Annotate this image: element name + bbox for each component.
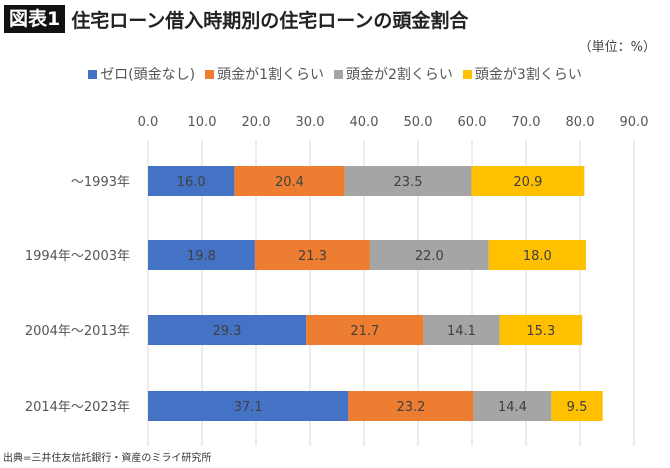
source-note: 出典=三井住友信託銀行・資産のミライ研究所 (3, 453, 212, 464)
legend: ゼロ(頭金なし) 頭金が1割くらい 頭金が2割くらい 頭金が3割くらい (0, 64, 670, 84)
bar-segment (254, 240, 370, 270)
x-tick-label: 90.0 (620, 115, 649, 130)
data-label: 20.9 (513, 175, 542, 190)
data-label: 23.2 (397, 400, 426, 415)
legend-swatch (334, 69, 343, 79)
data-label: 37.1 (234, 400, 263, 415)
x-tick-label: 70.0 (512, 115, 541, 130)
bar-segment (499, 315, 583, 345)
chart-title: 住宅ローン借入時期別の住宅ローンの頭金割合 (71, 9, 469, 32)
title-bar: 図表1 住宅ローン借入時期別の住宅ローンの頭金割合 (4, 5, 468, 33)
data-label: 14.4 (498, 400, 527, 415)
data-label: 22.0 (415, 249, 444, 264)
bar-segment (306, 315, 424, 345)
bar-segment (344, 166, 472, 196)
bar-segment (148, 391, 349, 421)
legend-label: ゼロ(頭金なし) (100, 67, 196, 83)
bar-segment (369, 240, 489, 270)
category-label: ～1993年 (71, 175, 130, 190)
data-label: 14.1 (447, 324, 476, 339)
unit-label: （単位：%） (578, 40, 656, 55)
category-label: 2014年～2023年 (25, 400, 130, 415)
x-tick-label: 0.0 (138, 115, 159, 130)
data-label: 16.0 (177, 175, 206, 190)
x-tick-label: 60.0 (458, 115, 487, 130)
bar-segment (348, 391, 474, 421)
data-label: 29.3 (213, 324, 242, 339)
legend-swatch (205, 69, 215, 79)
x-tick-label: 20.0 (242, 115, 271, 130)
legend-label: 頭金が1割くらい (217, 67, 324, 83)
bar-segment (471, 166, 585, 196)
legend-swatch (462, 69, 472, 79)
bar-segment (148, 166, 235, 196)
bar-segment (148, 315, 307, 345)
data-label: 21.7 (350, 324, 379, 339)
bar-segment (473, 391, 552, 421)
data-label: 18.0 (523, 249, 552, 264)
legend-label: 頭金が2割くらい (346, 67, 453, 83)
x-tick-label: 50.0 (404, 115, 433, 130)
bar-segment (148, 240, 255, 270)
data-label: 23.5 (394, 175, 423, 190)
legend-item: ゼロ(頭金なし) (88, 64, 195, 84)
x-tick-label: 10.0 (188, 115, 217, 130)
legend-swatch (88, 69, 98, 79)
bar-segment (423, 315, 500, 345)
data-label: 20.4 (275, 175, 304, 190)
category-label: 2004年～2013年 (25, 324, 130, 339)
x-tick-label: 80.0 (566, 115, 595, 130)
data-label: 15.3 (526, 324, 555, 339)
legend-label: 頭金が3割くらい (474, 67, 582, 83)
bar-segment (551, 391, 603, 421)
data-label: 19.8 (187, 249, 216, 264)
category-label: 1994年～2003年 (25, 249, 130, 264)
data-label: 21.3 (298, 249, 327, 264)
data-label: 9.5 (567, 400, 588, 415)
x-tick-label: 40.0 (350, 115, 379, 130)
figure-badge: 図表1 (4, 5, 66, 33)
legend-item: 頭金が1割くらい (205, 64, 324, 84)
bar-segment (488, 240, 586, 270)
bar-segment (234, 166, 345, 196)
x-tick-label: 30.0 (296, 115, 325, 130)
legend-item: 頭金が2割くらい (334, 64, 453, 84)
legend-item: 頭金が3割くらい (462, 64, 582, 84)
